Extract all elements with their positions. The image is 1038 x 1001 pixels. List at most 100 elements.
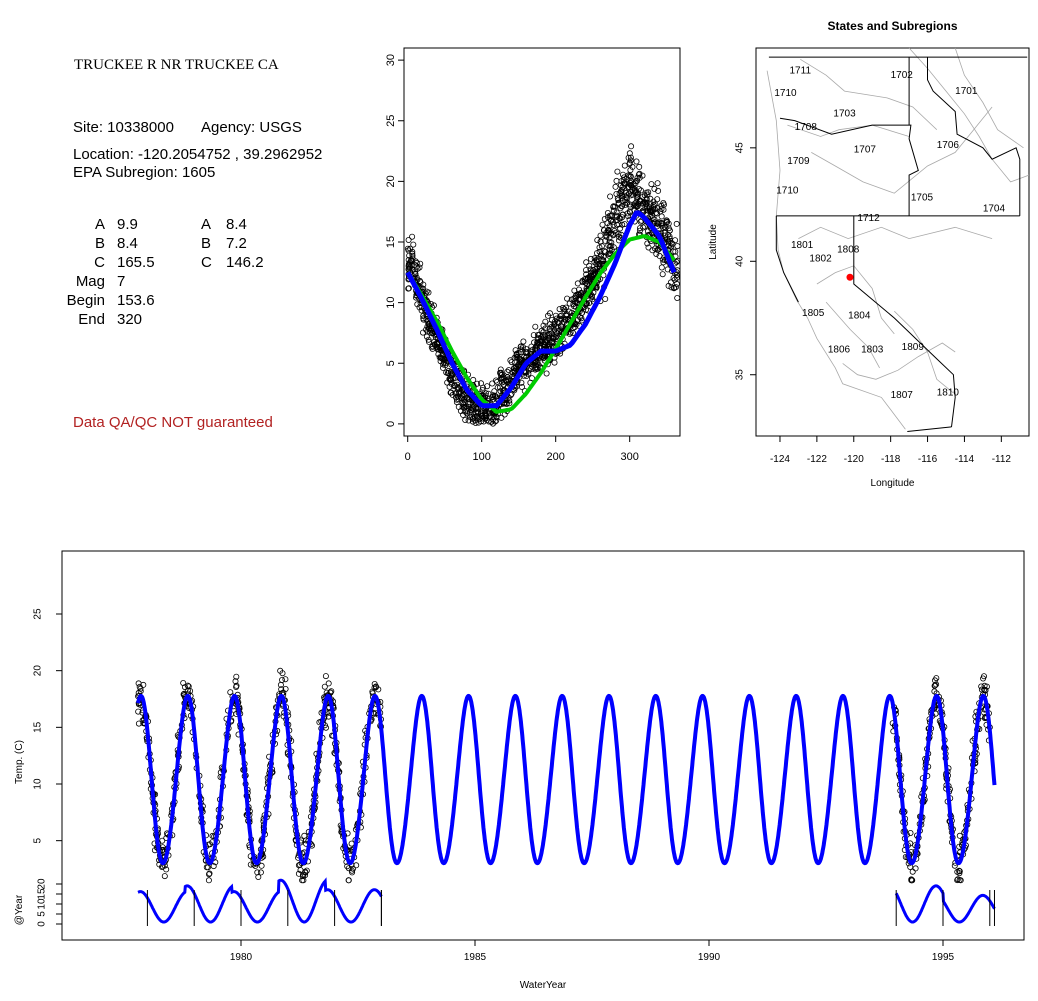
coef-label-2: B xyxy=(201,235,212,252)
observation-point xyxy=(665,231,672,238)
subregion-label: 1807 xyxy=(891,390,914,401)
observation-point xyxy=(655,187,662,194)
observation-point xyxy=(674,294,681,301)
observation-point xyxy=(518,379,525,386)
observation-point xyxy=(607,193,614,200)
observation-point xyxy=(605,250,612,257)
subregion-boundary xyxy=(798,226,993,240)
observation-point xyxy=(605,214,612,221)
observation-point xyxy=(627,192,634,199)
coef-value-2: 146.2 xyxy=(226,254,264,271)
observation-point xyxy=(570,301,577,308)
subregion-label: 1808 xyxy=(837,245,860,256)
observation-point xyxy=(409,248,416,255)
observation-point xyxy=(654,196,661,203)
y-axis-label: Latitude xyxy=(708,224,719,260)
observation-point xyxy=(526,364,533,371)
coef-value: 165.5 xyxy=(117,254,155,271)
observation-point xyxy=(512,363,519,370)
observation-point xyxy=(470,415,477,422)
observation-point xyxy=(612,229,619,236)
observation-point xyxy=(598,243,605,250)
y-axis-label: Temp. (C) xyxy=(14,740,25,784)
observation-point xyxy=(627,167,634,174)
y-tick-label: 25 xyxy=(385,115,397,127)
plot-frame xyxy=(403,47,681,437)
observation-point xyxy=(353,862,360,869)
observation-point xyxy=(601,227,608,234)
observation-point xyxy=(607,249,614,256)
observation-point xyxy=(406,259,413,266)
observation-point xyxy=(474,380,481,387)
observation-point xyxy=(485,390,492,397)
x-tick-label: 1995 xyxy=(932,952,955,963)
coef-label: End xyxy=(78,311,105,328)
observation-point xyxy=(616,190,623,197)
sine-fit-line xyxy=(405,234,676,414)
coef-label: B xyxy=(94,235,105,252)
observation-point xyxy=(470,404,477,411)
observation-point xyxy=(409,250,416,257)
state-border xyxy=(779,117,919,216)
observation-point xyxy=(604,227,611,234)
observation-point xyxy=(461,403,468,410)
observation-point xyxy=(633,158,640,165)
observation-point xyxy=(620,177,627,184)
observation-point xyxy=(605,229,612,236)
observation-point xyxy=(511,365,518,372)
observation-point xyxy=(629,184,636,191)
observation-point xyxy=(482,413,489,420)
x-tick-label: -124 xyxy=(770,454,790,465)
observation-point xyxy=(404,245,411,252)
observation-point xyxy=(668,240,675,247)
y-tick-label: 0 xyxy=(37,921,48,927)
observation-point xyxy=(233,673,240,680)
observation-point xyxy=(254,869,261,876)
observation-point xyxy=(956,832,963,839)
subregion-label: 1806 xyxy=(828,344,851,355)
observation-point xyxy=(517,346,524,353)
observation-point xyxy=(673,258,680,265)
observation-point xyxy=(957,877,964,884)
year-cycle-line xyxy=(137,877,383,924)
observation-point xyxy=(553,332,560,339)
observation-point xyxy=(412,270,419,277)
observation-point xyxy=(637,218,644,225)
observation-point xyxy=(541,341,548,348)
observation-point xyxy=(423,333,430,340)
observation-point xyxy=(513,352,520,359)
observation-point xyxy=(557,313,564,320)
observation-point xyxy=(563,311,570,318)
coef-value: 8.4 xyxy=(117,235,138,252)
observation-point xyxy=(184,682,191,689)
observation-point xyxy=(652,245,659,252)
x-tick-label: -120 xyxy=(844,454,864,465)
observation-point xyxy=(635,171,642,178)
map-title: States and Subregions xyxy=(827,19,957,33)
observation-point xyxy=(505,367,512,374)
observation-point xyxy=(322,673,329,680)
observation-point xyxy=(956,870,963,877)
state-border xyxy=(927,57,1021,216)
observation-point xyxy=(257,869,264,876)
observation-point xyxy=(558,323,565,330)
observation-point xyxy=(597,232,604,239)
y-tick-label: 5 xyxy=(385,360,397,366)
observation-point xyxy=(643,200,650,207)
observation-point xyxy=(545,312,552,319)
observation-point xyxy=(513,354,520,361)
observation-point xyxy=(551,359,558,366)
observation-point xyxy=(435,346,442,353)
observation-point xyxy=(658,213,665,220)
x-axis-label: WaterYear xyxy=(520,980,567,991)
observation-point xyxy=(583,275,590,282)
y-tick-label: 15 xyxy=(385,236,397,248)
observation-point xyxy=(563,304,570,311)
observation-point xyxy=(980,675,987,682)
observation-point xyxy=(561,306,568,313)
observation-point xyxy=(413,259,420,266)
observation-point xyxy=(523,345,530,352)
subregion-label: 1708 xyxy=(795,122,818,133)
observation-point xyxy=(578,315,585,322)
observation-point xyxy=(232,678,239,685)
